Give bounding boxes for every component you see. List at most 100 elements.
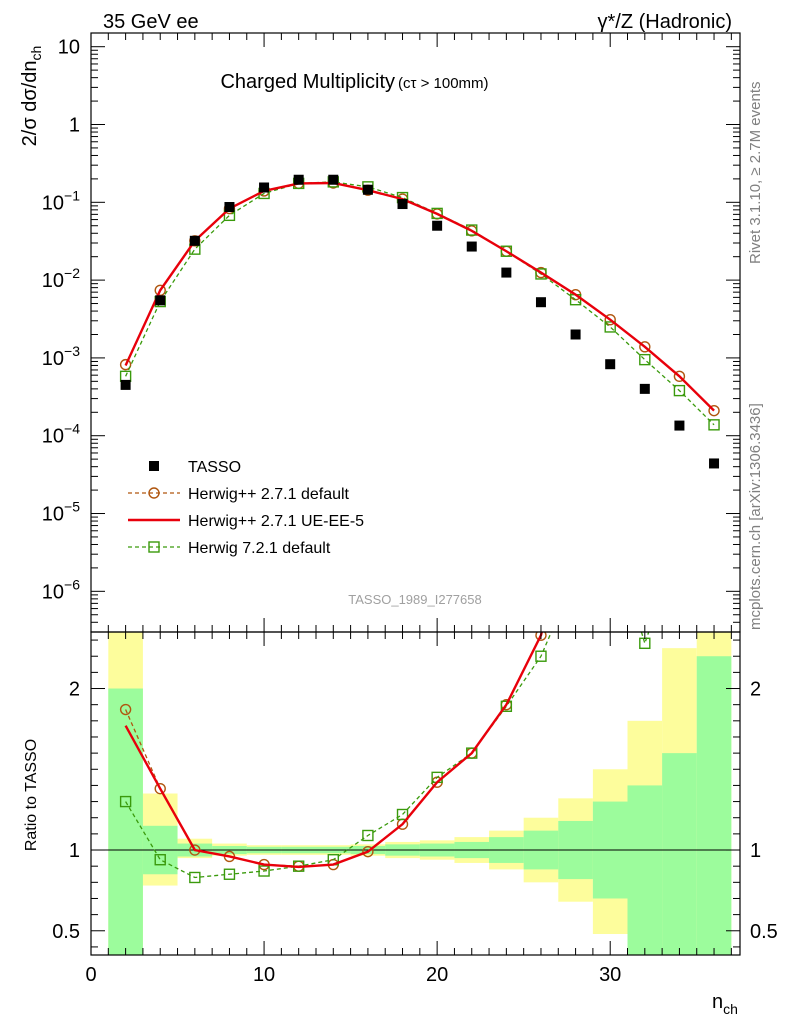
ratio-inner-band-bin: [662, 753, 697, 955]
data-point-herwig-2-7-1-default: [154, 284, 166, 296]
x-tick-label: 30: [599, 964, 621, 986]
data-point-herwig-7-2-1-default: [154, 854, 166, 866]
data-point-herwig-7-2-1-default: [639, 637, 651, 650]
data-point-tasso: [293, 174, 304, 185]
y-tick-label-ratio: 0.5: [52, 921, 80, 943]
mcplots-label: mcplots.cern.ch [arXiv:1306.3436]: [747, 403, 764, 630]
data-point-herwig-7-2-1-default: [674, 538, 684, 548]
x-tick-label: 20: [426, 964, 448, 986]
data-point-tasso: [432, 220, 443, 231]
data-point-tasso: [397, 199, 408, 210]
ratio-series-layer: [119, 231, 719, 884]
legend-label: Herwig++ 2.7.1 default: [188, 486, 350, 503]
chart-subtitle: (cτ > 100mm): [398, 75, 489, 92]
data-point-herwig-7-2-1-default: [500, 700, 513, 712]
data-point-herwig-7-2-1-default: [466, 747, 478, 759]
data-point-herwig-7-2-1-default: [189, 871, 201, 884]
series-herwig-7-2-1-default: [119, 176, 720, 431]
y-axis-label-main: 2/σ dσ/dnch: [19, 46, 44, 147]
data-point-herwig-2-7-1-default: [571, 490, 581, 500]
ratio-uncertainty-bands: [91, 632, 740, 955]
series-herwig-2-7-1-ue-ee-5: [124, 632, 544, 869]
data-point-herwig-2-7-1-default: [640, 441, 650, 451]
y-tick-label-main: 10−4: [42, 421, 80, 448]
data-point-herwig-7-2-1-default: [571, 570, 581, 580]
legend-item-herwig-2-7-1-ue-ee-5: Herwig++ 2.7.1 UE-EE-5: [128, 513, 364, 530]
series-herwig-2-7-1-ue-ee-5: [124, 181, 715, 412]
legend-item-herwig-7-2-1-default: Herwig 7.2.1 default: [128, 540, 331, 557]
data-point-herwig-2-7-1-default: [605, 409, 615, 419]
series-line-herwig-2-7-1-default: [125, 182, 715, 412]
ratio-panel-frame: [90, 631, 741, 956]
data-point-tasso: [120, 379, 131, 390]
data-point-tasso: [639, 383, 650, 394]
y-tick-label-main: 10−1: [42, 187, 80, 214]
data-point-herwig-7-2-1-default: [258, 865, 270, 877]
main-series-layer: [119, 174, 720, 469]
data-point-tasso: [535, 297, 546, 308]
data-point-herwig-7-2-1-default: [605, 522, 615, 532]
data-point-tasso: [328, 174, 339, 185]
data-point-herwig-7-2-1-default: [119, 795, 132, 808]
rivet-version-label: Rivet 3.1.10, ≥ 2.7M events: [747, 82, 764, 265]
legend-label: Herwig 7.2.1 default: [188, 540, 331, 557]
y-tick-label-main: 10−2: [42, 265, 80, 292]
data-point-herwig-2-7-1-default: [639, 341, 651, 353]
legend-marker: [149, 461, 159, 471]
y-tick-label-ratio-right: 1: [750, 840, 761, 862]
data-point-herwig-7-2-1-default: [535, 268, 547, 280]
data-point-tasso: [570, 329, 581, 340]
data-point-tasso: [259, 182, 270, 193]
legend-marker: [148, 487, 160, 499]
y-tick-label-ratio: 1: [69, 840, 80, 862]
energy-label: 35 GeV ee: [103, 11, 199, 33]
series-line-herwig-7-2-1-default: [125, 181, 715, 426]
data-point-tasso: [362, 184, 373, 195]
data-point-herwig-7-2-1-default: [639, 353, 651, 366]
series-line-herwig-2-7-1-ue-ee-5: [124, 181, 715, 412]
data-point-herwig-2-7-1-default: [119, 358, 132, 371]
legend-label: TASSO: [188, 459, 241, 476]
data-point-tasso: [155, 295, 166, 306]
legend-label: Herwig++ 2.7.1 UE-EE-5: [188, 513, 364, 530]
data-point-herwig-7-2-1-default: [396, 808, 409, 821]
data-point-herwig-7-2-1-default: [708, 419, 720, 431]
chart-title: Charged Multiplicity: [220, 71, 395, 93]
y-tick-label-ratio-right: 2: [750, 679, 761, 701]
ratio-inner-band-bin: [696, 656, 732, 955]
data-point-herwig-7-2-1-default: [466, 224, 478, 236]
data-point-herwig-7-2-1-default: [362, 829, 374, 842]
data-point-herwig-7-2-1-default: [431, 207, 443, 220]
data-point-herwig-2-7-1-default: [119, 703, 132, 716]
data-point-herwig-7-2-1-default: [709, 490, 719, 500]
data-point-herwig-2-7-1-default: [154, 782, 166, 795]
y-tick-label-main: 10−6: [42, 576, 80, 603]
ratio-inner-band-bin: [627, 785, 663, 955]
y-tick-label-main: 1: [69, 115, 80, 137]
data-point-tasso: [674, 420, 685, 431]
data-point-herwig-7-2-1-default: [223, 868, 236, 880]
legend-item-herwig-2-7-1-default: Herwig++ 2.7.1 default: [128, 486, 350, 503]
y-tick-label-ratio: 2: [69, 679, 80, 701]
series-tasso: [120, 174, 720, 469]
data-point-tasso: [466, 241, 477, 252]
y-tick-label-ratio-right: 0.5: [750, 921, 778, 943]
data-point-herwig-2-7-1-default: [708, 404, 720, 417]
analysis-watermark: TASSO_1989_I277658: [348, 592, 481, 607]
data-point-herwig-2-7-1-default: [674, 312, 684, 322]
y-tick-label-main: 10: [58, 37, 80, 59]
data-point-herwig-7-2-1-default: [535, 650, 547, 662]
y-tick-label-main: 10−5: [42, 499, 80, 526]
data-point-tasso: [189, 235, 200, 246]
data-point-herwig-7-2-1-default: [604, 321, 616, 333]
legend: TASSO Herwig++ 2.7.1 default Herwig++ 2.7.…: [128, 459, 364, 557]
y-tick-label-main: 10−3: [42, 343, 80, 370]
data-point-tasso: [709, 458, 720, 469]
y-axis-label-ratio: Ratio to TASSO: [23, 739, 40, 851]
data-point-herwig-2-7-1-default: [604, 313, 616, 326]
legend-marker: [148, 541, 160, 553]
x-axis-label: nch: [712, 991, 738, 1017]
data-point-herwig-2-7-1-default: [709, 231, 719, 241]
series-herwig-2-7-1-default: [119, 177, 720, 417]
